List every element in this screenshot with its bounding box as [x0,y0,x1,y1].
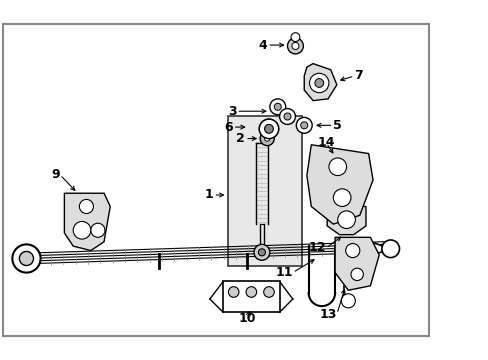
Circle shape [253,244,269,260]
Circle shape [328,158,346,176]
Polygon shape [64,193,110,251]
Circle shape [20,251,34,266]
Circle shape [287,38,303,54]
Text: 4: 4 [258,39,266,51]
Text: 2: 2 [236,132,244,145]
Polygon shape [372,243,390,255]
Circle shape [290,33,299,41]
Circle shape [228,287,239,297]
Polygon shape [334,237,378,290]
Circle shape [350,268,363,280]
Circle shape [73,221,91,239]
Text: 3: 3 [227,105,236,118]
Circle shape [381,240,399,258]
Circle shape [296,117,311,133]
Circle shape [258,249,265,256]
Circle shape [274,103,281,110]
Text: 9: 9 [51,168,60,181]
Bar [227,116,302,266]
Bar [223,282,280,312]
Circle shape [259,119,278,139]
Circle shape [79,199,93,213]
Circle shape [341,294,355,308]
Circle shape [264,136,269,141]
Text: 10: 10 [238,312,255,325]
Circle shape [300,122,307,129]
Circle shape [291,42,298,49]
Circle shape [269,99,285,115]
Text: 13: 13 [319,307,336,320]
Circle shape [337,211,355,229]
Polygon shape [326,206,365,235]
Circle shape [91,223,105,237]
Text: 1: 1 [204,189,213,202]
Circle shape [12,244,41,273]
Circle shape [309,73,328,93]
Polygon shape [306,145,372,224]
Text: 14: 14 [317,136,334,149]
Polygon shape [304,64,336,101]
Circle shape [284,113,290,120]
Circle shape [279,109,295,125]
Circle shape [264,125,273,133]
Circle shape [263,287,274,297]
Text: 7: 7 [354,69,363,82]
Circle shape [333,189,350,206]
Circle shape [264,125,273,133]
Text: 6: 6 [224,121,232,134]
Circle shape [260,131,274,145]
Text: 5: 5 [333,119,342,132]
Text: 12: 12 [308,242,325,255]
Circle shape [345,243,359,258]
Circle shape [314,78,323,87]
Circle shape [245,287,256,297]
Circle shape [259,119,278,139]
Text: 11: 11 [275,266,292,279]
